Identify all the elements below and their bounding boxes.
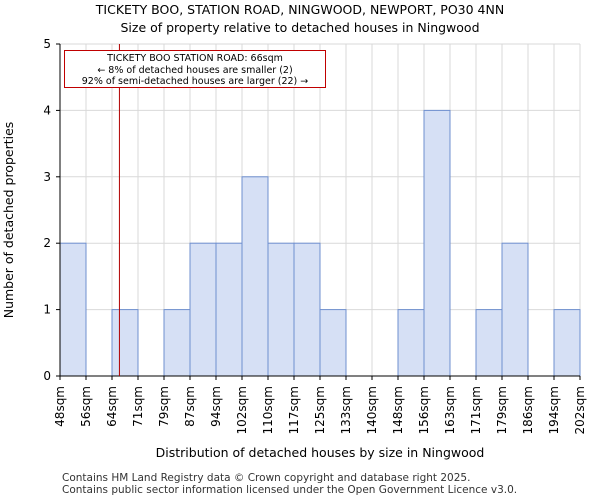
- x-tick-label: 156sqm: [417, 386, 431, 434]
- marker-annotation: TICKETY BOO STATION ROAD: 66sqm ← 8% of …: [64, 50, 326, 88]
- x-tick-label: 194sqm: [547, 386, 561, 434]
- y-tick-label: 5: [43, 37, 51, 51]
- histogram-bar: [475, 309, 503, 377]
- annotation-line-2: ← 8% of detached houses are smaller (2): [97, 64, 293, 76]
- x-tick-label: 102sqm: [235, 386, 249, 434]
- x-tick-label: 110sqm: [261, 386, 275, 434]
- x-tick-label: 140sqm: [365, 386, 379, 434]
- histogram-bar: [59, 242, 87, 377]
- histogram-bar: [241, 176, 269, 377]
- histogram-bar: [215, 242, 243, 377]
- x-tick-label: 163sqm: [443, 386, 457, 434]
- y-tick-label: 2: [43, 236, 51, 250]
- x-tick-label: 71sqm: [131, 386, 145, 427]
- x-tick-label: 133sqm: [339, 386, 353, 434]
- x-tick-label: 79sqm: [157, 386, 171, 427]
- histogram-bar: [163, 309, 191, 377]
- x-tick-label: 87sqm: [183, 386, 197, 427]
- histogram-bar: [111, 309, 139, 377]
- chart-title: TICKETY BOO, STATION ROAD, NINGWOOD, NEW…: [95, 2, 505, 17]
- x-tick-label: 48sqm: [53, 386, 67, 427]
- histogram-bar: [397, 309, 425, 377]
- x-tick-label: 171sqm: [469, 386, 483, 434]
- histogram-bar: [423, 109, 451, 377]
- x-tick-label: 94sqm: [209, 386, 223, 427]
- chart-subtitle: Size of property relative to detached ho…: [120, 20, 480, 35]
- histogram-bar: [501, 242, 529, 377]
- y-axis-title: Number of detached properties: [1, 122, 16, 319]
- histogram-bar: [189, 242, 217, 377]
- footer-copyright: Contains HM Land Registry data © Crown c…: [62, 472, 471, 484]
- footer-licence: Contains public sector information licen…: [62, 484, 518, 496]
- histogram-bar: [553, 309, 581, 377]
- x-tick-label: 64sqm: [105, 386, 119, 427]
- x-tick-label: 117sqm: [287, 386, 301, 434]
- x-tick-label: 125sqm: [313, 386, 327, 434]
- x-tick-label: 186sqm: [521, 386, 535, 434]
- annotation-line-1: TICKETY BOO STATION ROAD: 66sqm: [107, 53, 283, 64]
- annotation-line-3: 92% of semi-detached houses are larger (…: [81, 76, 309, 87]
- histogram-bar: [267, 242, 295, 377]
- y-tick-label: 1: [43, 303, 51, 317]
- histogram-bar: [293, 242, 321, 377]
- x-axis-title: Distribution of detached houses by size …: [156, 445, 485, 460]
- x-tick-label: 56sqm: [79, 386, 93, 427]
- x-tick-label: 179sqm: [495, 386, 509, 434]
- x-tick-label: 148sqm: [391, 386, 405, 434]
- y-tick-label: 4: [43, 103, 51, 117]
- y-tick-label: 0: [43, 369, 51, 383]
- histogram-bar: [319, 309, 347, 377]
- y-tick-label: 3: [43, 170, 51, 184]
- x-tick-label: 202sqm: [573, 386, 587, 434]
